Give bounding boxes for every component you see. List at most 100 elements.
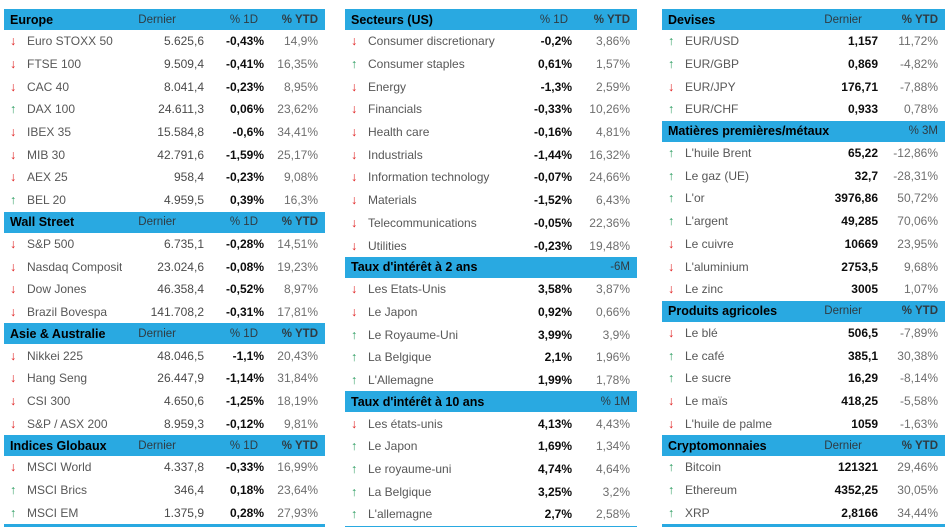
down-arrow-icon: ↓	[351, 79, 358, 94]
column-header-label: Dernier	[138, 327, 176, 340]
instrument-name: Utilities	[368, 238, 407, 253]
value-cell: -0,41%	[225, 57, 264, 72]
value-cell: 31,84%	[277, 371, 318, 386]
table-row: ↑ Le café 385,1 30,38%	[662, 344, 945, 367]
up-arrow-icon: ↑	[668, 102, 675, 117]
value-cell: 1.375,9	[163, 505, 204, 520]
down-arrow-icon: ↓	[10, 259, 17, 274]
value-cell: -0,23%	[225, 170, 264, 185]
value-cell: 3,58%	[537, 282, 572, 297]
value-cell: -1,59%	[225, 147, 264, 162]
down-arrow-icon: ↓	[668, 259, 675, 274]
section-title: Produits agricoles	[668, 304, 778, 319]
instrument-name: L'argent	[685, 214, 728, 229]
instrument-name: Dow Jones	[27, 282, 87, 297]
value-cell: 34,44%	[897, 505, 938, 520]
down-arrow-icon: ↓	[351, 102, 358, 117]
section-header: Cryptomonnaies Dernier % YTD	[662, 435, 945, 456]
value-cell: 27,93%	[277, 505, 318, 520]
value-cell: -0,23%	[533, 238, 572, 253]
value-cell: 121321	[837, 460, 878, 475]
value-cell: -28,31%	[893, 168, 938, 183]
instrument-name: Le sucre	[685, 371, 732, 386]
value-cell: 4.650,6	[163, 393, 204, 408]
value-cell: 2,7%	[544, 507, 572, 522]
up-arrow-icon: ↑	[668, 57, 675, 72]
instrument-name: DAX 100	[27, 102, 76, 117]
table-row: ↑ Le Japon 1,69% 1,34%	[345, 435, 637, 458]
table-row: ↑ XRP 2,8166 34,44%	[662, 501, 945, 524]
value-cell: 1,96%	[595, 350, 630, 365]
value-cell: 418,25	[841, 393, 878, 408]
down-arrow-icon: ↓	[351, 416, 358, 431]
value-cell: 16,35%	[277, 57, 318, 72]
down-arrow-icon: ↓	[10, 57, 17, 72]
value-cell: 16,29	[847, 371, 878, 386]
instrument-name: Le gaz (UE)	[685, 168, 750, 183]
value-cell: 4.337,8	[163, 460, 204, 475]
instrument-name: CAC 40	[27, 79, 70, 94]
instrument-name: Le café	[685, 348, 725, 363]
table-row: ↓ MIB 30 42.791,6 -1,59% 25,17%	[4, 143, 325, 166]
instrument-name: Le zinc	[685, 282, 724, 297]
value-cell: 506,5	[847, 325, 878, 340]
table-row: ↑ Le gaz (UE) 32,7 -28,31%	[662, 164, 945, 187]
column-header-label: % YTD	[901, 13, 938, 26]
value-cell: 16,32%	[589, 147, 630, 162]
section-title: Cryptomonnaies	[668, 438, 767, 453]
value-cell: 3,25%	[537, 484, 572, 499]
instrument-name: Hang Seng	[27, 371, 88, 386]
value-cell: -4,82%	[899, 57, 938, 72]
up-arrow-icon: ↑	[668, 460, 675, 475]
value-cell: 4352,25	[834, 483, 878, 498]
section-title: Wall Street	[10, 215, 75, 229]
column-header-label: Dernier	[138, 216, 176, 228]
table-row: ↑ Ethereum 4352,25 30,05%	[662, 479, 945, 502]
instrument-name: EUR/JPY	[685, 79, 736, 94]
section-header: Taux d'intérêt à 2 ans -6M	[345, 256, 637, 278]
value-cell: 1,57%	[595, 57, 630, 72]
value-cell: 23,62%	[277, 102, 318, 117]
value-cell: 2,58%	[595, 507, 630, 522]
value-cell: 1059	[851, 416, 878, 431]
table-row: ↓ IBEX 35 15.584,8 -0,6% 34,41%	[4, 121, 325, 144]
instrument-name: Consumer discretionary	[368, 34, 495, 49]
table-row: ↓ Health care -0,16% 4,81%	[345, 121, 637, 144]
value-cell: -0,16%	[533, 125, 572, 140]
table-row: ↓ Consumer discretionary -0,2% 3,86%	[345, 30, 637, 53]
value-cell: -0,07%	[533, 170, 572, 185]
value-cell: -0,05%	[533, 215, 572, 230]
column-header-label: % YTD	[901, 439, 938, 452]
value-cell: -0,28%	[225, 236, 264, 251]
table-row: ↑ La Belgique 3,25% 3,2%	[345, 480, 637, 503]
value-cell: -0,33%	[533, 102, 572, 117]
section-header: Produits agricoles Dernier % YTD	[662, 300, 945, 322]
column-header-label: Dernier	[824, 305, 862, 318]
value-cell: 1,78%	[595, 372, 630, 387]
column-header-label: % YTD	[901, 305, 938, 318]
instrument-name: FTSE 100	[27, 57, 82, 72]
up-arrow-icon: ↑	[10, 505, 17, 520]
value-cell: 6.735,1	[163, 236, 204, 251]
table-row: ↑ L'argent 49,285 70,06%	[662, 210, 945, 233]
table-row: ↑ BEL 20 4.959,5 0,39% 16,3%	[4, 189, 325, 212]
value-cell: 4,43%	[595, 416, 630, 431]
value-cell: -0,08%	[225, 259, 264, 274]
value-cell: 0,28%	[229, 505, 264, 520]
value-cell: -0,23%	[225, 79, 264, 94]
instrument-name: Le Royaume-Uni	[368, 327, 459, 342]
column-header-label: Dernier	[824, 439, 862, 452]
value-cell: 4,64%	[595, 462, 630, 477]
up-arrow-icon: ↑	[351, 350, 358, 365]
period-label: -6M	[610, 261, 630, 274]
down-arrow-icon: ↓	[668, 79, 675, 94]
instrument-name: L'aluminium	[685, 259, 749, 274]
down-arrow-icon: ↓	[351, 34, 358, 49]
value-cell: 0,66%	[595, 304, 630, 319]
table-row: ↓ Euro STOXX 50 5.625,6 -0,43% 14,9%	[4, 30, 325, 53]
section-title: Devises	[668, 12, 716, 27]
value-cell: 176,71	[841, 79, 878, 94]
value-cell: -0,2%	[540, 34, 572, 49]
table-row: ↑ La Belgique 2,1% 1,96%	[345, 346, 637, 369]
table-row: ↓ S&P / ASX 200 8.959,3 -0,12% 9,81%	[4, 412, 325, 435]
